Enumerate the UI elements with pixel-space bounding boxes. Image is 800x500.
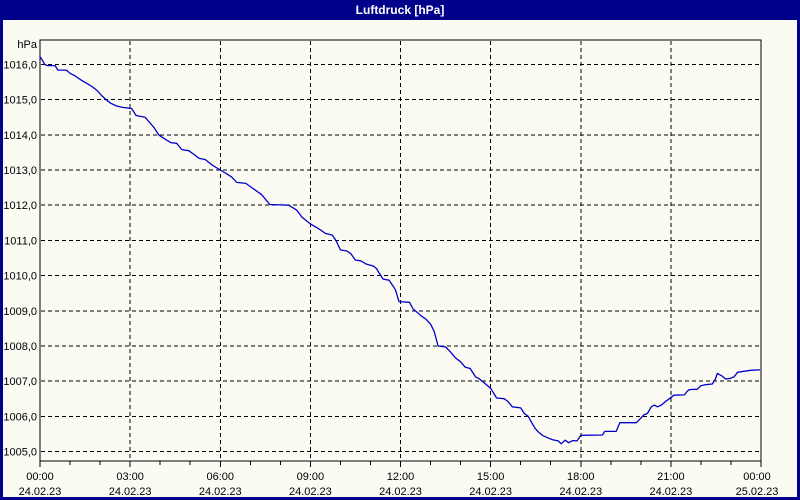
x-tick-date-label: 24.02.23 bbox=[469, 486, 512, 498]
x-tick-time-label: 12:00 bbox=[387, 471, 415, 483]
y-tick-label: 1013,0 bbox=[3, 165, 37, 177]
x-tick-date-label: 24.02.23 bbox=[379, 486, 422, 498]
x-tick-time-label: 03:00 bbox=[116, 471, 144, 483]
x-tick-date-label: 24.02.23 bbox=[109, 486, 152, 498]
x-tick-date-label: 24.02.23 bbox=[199, 486, 242, 498]
y-tick-label: 1015,0 bbox=[3, 95, 37, 107]
pressure-line bbox=[39, 56, 761, 445]
y-tick-label: 1016,0 bbox=[3, 60, 37, 72]
x-tick-date-label: 24.02.23 bbox=[559, 486, 602, 498]
y-tick-label: 1010,0 bbox=[3, 271, 37, 283]
x-tick-time-label: 09:00 bbox=[297, 471, 325, 483]
y-tick-label: 1007,0 bbox=[3, 376, 37, 388]
plot-border bbox=[39, 39, 762, 462]
x-tick-time-label: 21:00 bbox=[657, 471, 685, 483]
y-tick-label: 1014,0 bbox=[3, 130, 37, 142]
y-tick-label: 1011,0 bbox=[4, 235, 37, 247]
y-tick-label: 1005,0 bbox=[3, 447, 37, 459]
x-tick-date-label: 24.02.23 bbox=[289, 486, 332, 498]
x-tick-time-label: 06:00 bbox=[206, 471, 234, 483]
y-axis-unit-label: hPa bbox=[17, 39, 37, 51]
window-title-bar: Luftdruck [hPa] bbox=[0, 0, 800, 20]
x-tick-time-label: 00:00 bbox=[743, 471, 771, 483]
y-tick-label: 1012,0 bbox=[3, 200, 37, 212]
x-tick-date-label: 24.02.23 bbox=[19, 486, 62, 498]
x-tick-date-label: 25.02.23 bbox=[736, 486, 779, 498]
x-tick-time-label: 00:00 bbox=[26, 471, 54, 483]
y-tick-label: 1006,0 bbox=[3, 411, 37, 423]
x-tick-date-label: 24.02.23 bbox=[649, 486, 692, 498]
x-tick-time-label: 15:00 bbox=[477, 471, 505, 483]
y-tick-label: 1008,0 bbox=[3, 341, 37, 353]
window-title: Luftdruck [hPa] bbox=[355, 3, 445, 17]
x-tick-time-label: 18:00 bbox=[567, 471, 595, 483]
y-tick-label: 1009,0 bbox=[3, 306, 37, 318]
